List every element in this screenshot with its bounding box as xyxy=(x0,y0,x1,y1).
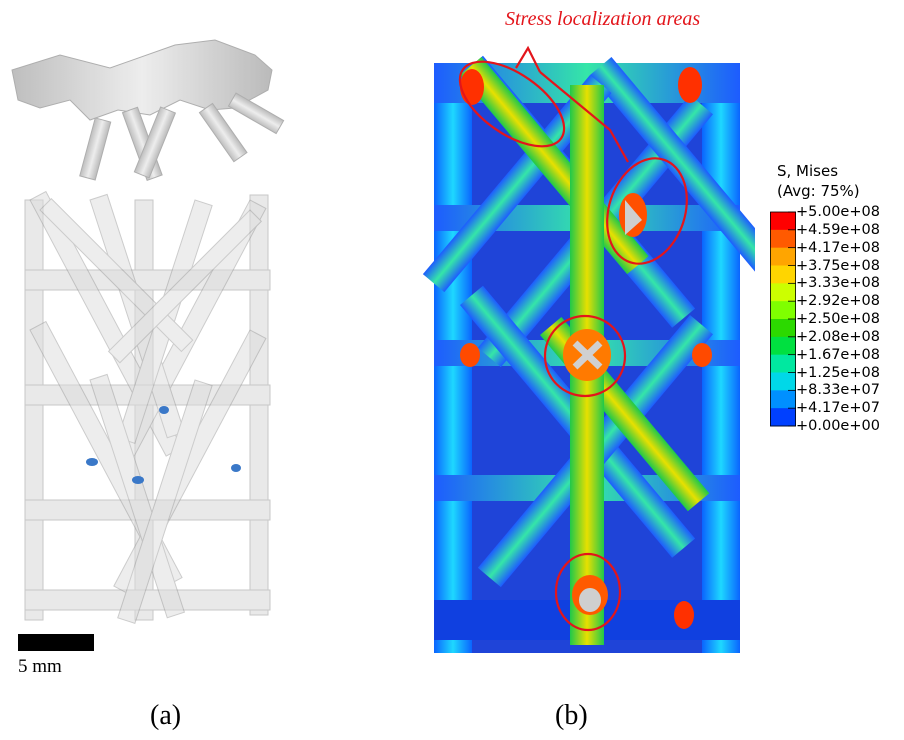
scale-bar xyxy=(18,634,94,651)
legend-tick-label: +1.25e+08 xyxy=(796,364,880,381)
legend-tick-label: +2.92e+08 xyxy=(796,293,880,310)
ct-lattice-scan-image xyxy=(11,39,285,624)
legend-tick-label: +3.33e+08 xyxy=(796,275,880,292)
legend-band xyxy=(770,390,796,409)
legend-tick-label: +4.17e+08 xyxy=(796,239,880,256)
legend-band xyxy=(770,212,796,231)
legend-tick-label: +5.00e+08 xyxy=(796,204,880,220)
legend-color-bar xyxy=(770,211,796,427)
legend-band xyxy=(770,336,796,356)
legend-tick-label: +1.67e+08 xyxy=(796,346,880,363)
legend-band xyxy=(770,247,796,266)
legend-tick-label: +3.75e+08 xyxy=(796,257,880,274)
legend-tick-label: +2.08e+08 xyxy=(796,328,880,345)
legend-band xyxy=(770,319,796,338)
legend-tick-label: +8.33e+07 xyxy=(796,382,880,399)
legend-band xyxy=(770,229,796,249)
legend-title: S, Mises xyxy=(777,162,839,180)
legend-subtitle: (Avg: 75%) xyxy=(777,182,860,200)
legend-tick-label: +0.00e+00 xyxy=(796,418,880,434)
legend-band xyxy=(770,354,796,373)
panel-a-caption: (a) xyxy=(150,700,182,731)
legend-tick-label: +2.50e+08 xyxy=(796,311,880,327)
blue-markers xyxy=(86,406,241,484)
legend-band xyxy=(770,372,796,391)
stress-annotation-overlay xyxy=(458,45,688,632)
scale-bar-label: 5 mm xyxy=(18,656,62,677)
fea-stress-contour-image xyxy=(422,55,755,653)
legend-band xyxy=(770,283,796,302)
legend-band xyxy=(770,408,796,427)
legend-tick-label: +4.59e+08 xyxy=(796,221,880,238)
legend-band xyxy=(770,265,796,284)
stress-localization-label: Stress localization areas xyxy=(505,8,701,30)
legend-band xyxy=(770,301,796,320)
legend-tick-label: +4.17e+07 xyxy=(796,400,880,417)
panel-b-caption: (b) xyxy=(555,700,588,731)
